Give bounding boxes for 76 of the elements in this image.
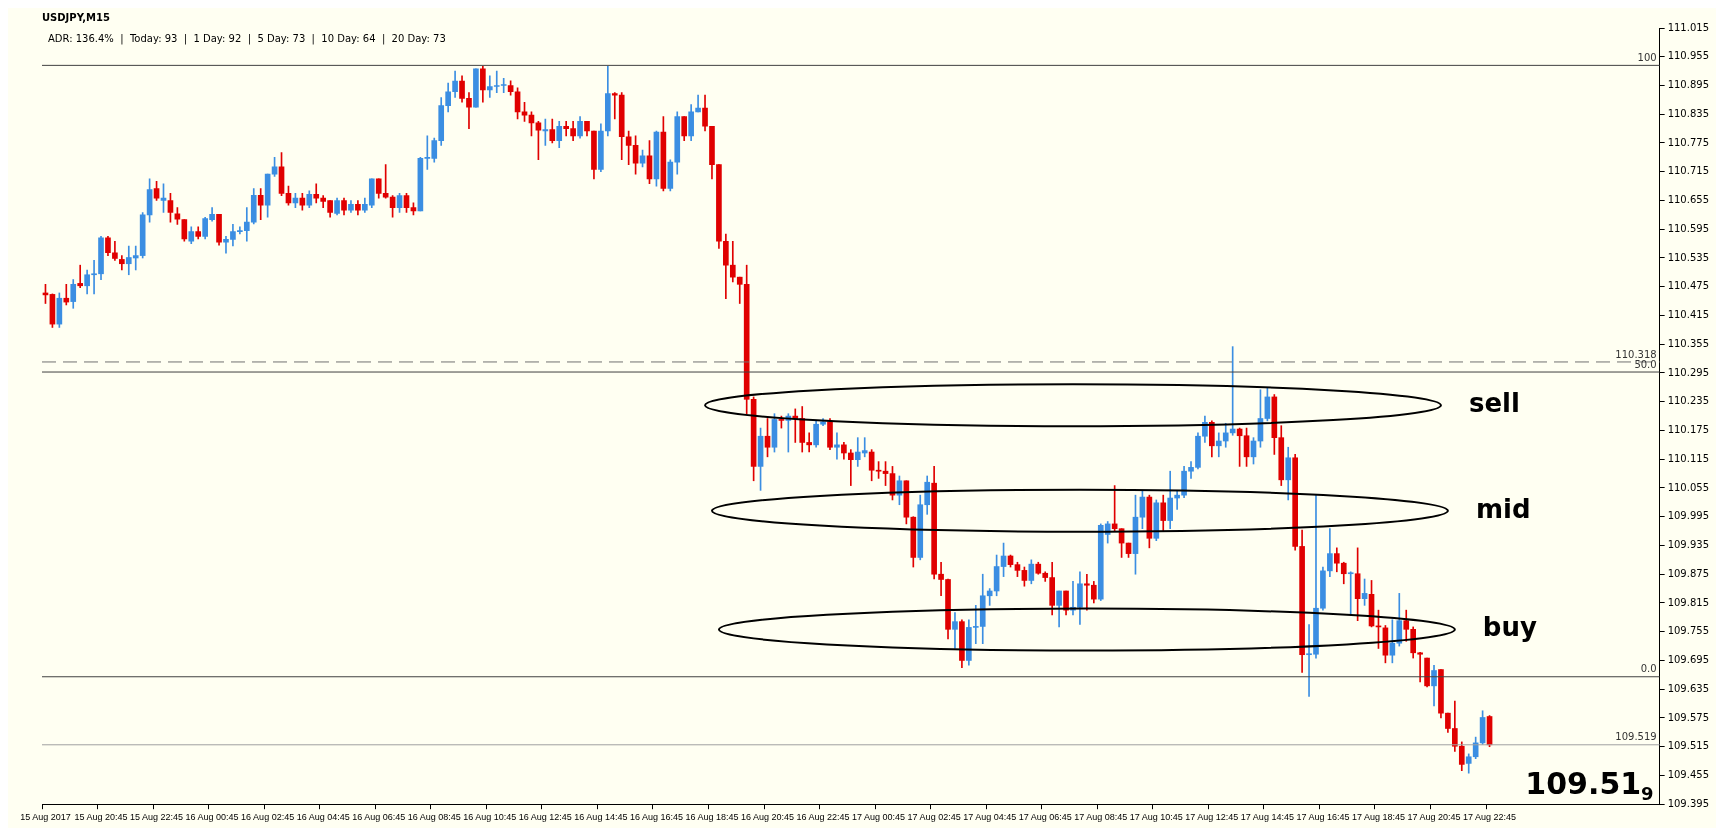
x-tick-label: 17 Aug 02:45: [907, 812, 961, 823]
y-tick-label: 110.955: [1667, 50, 1710, 62]
chart-title: USDJPY,M15: [42, 11, 110, 23]
candlestick: [313, 183, 320, 204]
x-tick-label: 16 Aug 02:45: [241, 812, 295, 823]
y-tick-label: 110.115: [1667, 452, 1710, 464]
x-tick-label: 16 Aug 20:45: [740, 812, 795, 823]
y-tick-label: 109.575: [1667, 711, 1710, 723]
candlestick: [834, 432, 840, 460]
y-tick-label: 110.355: [1667, 337, 1710, 349]
candlestick: [695, 94, 701, 113]
x-tick-label: 16 Aug 04:45: [296, 812, 350, 823]
candlestick: [1347, 571, 1354, 616]
candlestick: [1229, 346, 1236, 436]
y-tick-label: 109.875: [1667, 567, 1710, 579]
candlestick: [63, 284, 70, 306]
x-tick-label: 16 Aug 08:45: [407, 812, 461, 823]
x-tick-label: 17 Aug 14:45: [1240, 812, 1294, 823]
x-tick-label: 16 Aug 10:45: [463, 812, 517, 823]
annotation: ADR: 136.4% | Today: 93 | 1 Day: 92 | 5 Day: 73 | 10 Day: 64 | 20 Day: 73: [48, 32, 446, 45]
x-tick-label: 15 Aug 22:45: [130, 812, 184, 823]
x-tick-label: 17 Aug 12:45: [1185, 812, 1239, 823]
y-tick-label: 110.295: [1667, 366, 1710, 378]
x-tick-label: 17 Aug 20:45: [1407, 812, 1461, 823]
annotation: 100: [1637, 51, 1657, 63]
x-tick-label: 16 Aug 12:45: [518, 812, 572, 823]
y-tick-label: 110.535: [1667, 251, 1710, 263]
y-tick-label: 110.055: [1667, 481, 1710, 493]
x-tick-label: 17 Aug 08:45: [1074, 812, 1128, 823]
annotation: 50.0: [1634, 358, 1657, 370]
x-tick-label: 17 Aug 18:45: [1351, 812, 1405, 823]
ref-line-label: 109.519: [1615, 731, 1657, 743]
x-tick-label: 17 Aug 16:45: [1296, 812, 1350, 823]
x-tick-label: 16 Aug 00:45: [185, 812, 239, 823]
y-tick-label: 110.655: [1667, 194, 1710, 206]
y-tick-label: 110.715: [1667, 165, 1710, 177]
y-tick-label: 110.175: [1667, 424, 1710, 436]
y-tick-label: 109.995: [1667, 510, 1710, 522]
y-tick-label: 109.815: [1667, 596, 1710, 608]
annotation: sell: [1468, 387, 1520, 418]
x-tick-label: 17 Aug 06:45: [1018, 812, 1072, 823]
annotation: buy: [1482, 612, 1537, 643]
candlestick: [611, 92, 618, 120]
ref-line-label: 110.318: [1615, 348, 1657, 360]
x-tick-label: 17 Aug 00:45: [852, 812, 906, 823]
candlestick: [1174, 490, 1180, 510]
y-tick-label: 110.595: [1667, 222, 1710, 234]
annotation: mid: [1475, 493, 1531, 524]
y-tick-label: 110.895: [1667, 79, 1710, 91]
y-tick-label: 109.395: [1667, 797, 1710, 809]
x-tick-label: 16 Aug 06:45: [352, 812, 406, 823]
y-tick-label: 109.755: [1667, 625, 1710, 637]
y-tick-label: 109.455: [1667, 769, 1710, 781]
x-tick-label: 15 Aug 2017: [20, 812, 71, 823]
y-tick-label: 110.475: [1667, 280, 1710, 292]
y-tick-label: 110.235: [1667, 395, 1710, 407]
x-tick-label: 16 Aug 18:45: [685, 812, 739, 823]
y-tick-label: 109.515: [1667, 740, 1710, 752]
y-tick-label: 109.935: [1667, 539, 1710, 551]
y-tick-label: 110.835: [1667, 107, 1710, 119]
y-tick-label: 109.695: [1667, 654, 1710, 666]
x-tick-label: 17 Aug 10:45: [1129, 812, 1183, 823]
annotation: 0.0: [1640, 663, 1657, 675]
y-tick-label: 110.775: [1667, 136, 1710, 148]
x-tick-label: 17 Aug 22:45: [1463, 812, 1517, 823]
y-tick-label: 111.015: [1667, 21, 1710, 33]
y-tick-label: 110.415: [1667, 309, 1710, 321]
candlestick: [1215, 432, 1222, 458]
x-tick-label: 16 Aug 16:45: [629, 812, 683, 823]
x-tick-label: 16 Aug 22:45: [796, 812, 850, 823]
x-tick-label: 15 Aug 20:45: [74, 812, 128, 823]
candlestick: [847, 449, 854, 486]
x-tick-label: 16 Aug 14:45: [574, 812, 628, 823]
y-tick-label: 109.635: [1667, 682, 1710, 694]
x-tick-label: 17 Aug 04:45: [963, 812, 1017, 823]
candlestick: [77, 264, 84, 289]
